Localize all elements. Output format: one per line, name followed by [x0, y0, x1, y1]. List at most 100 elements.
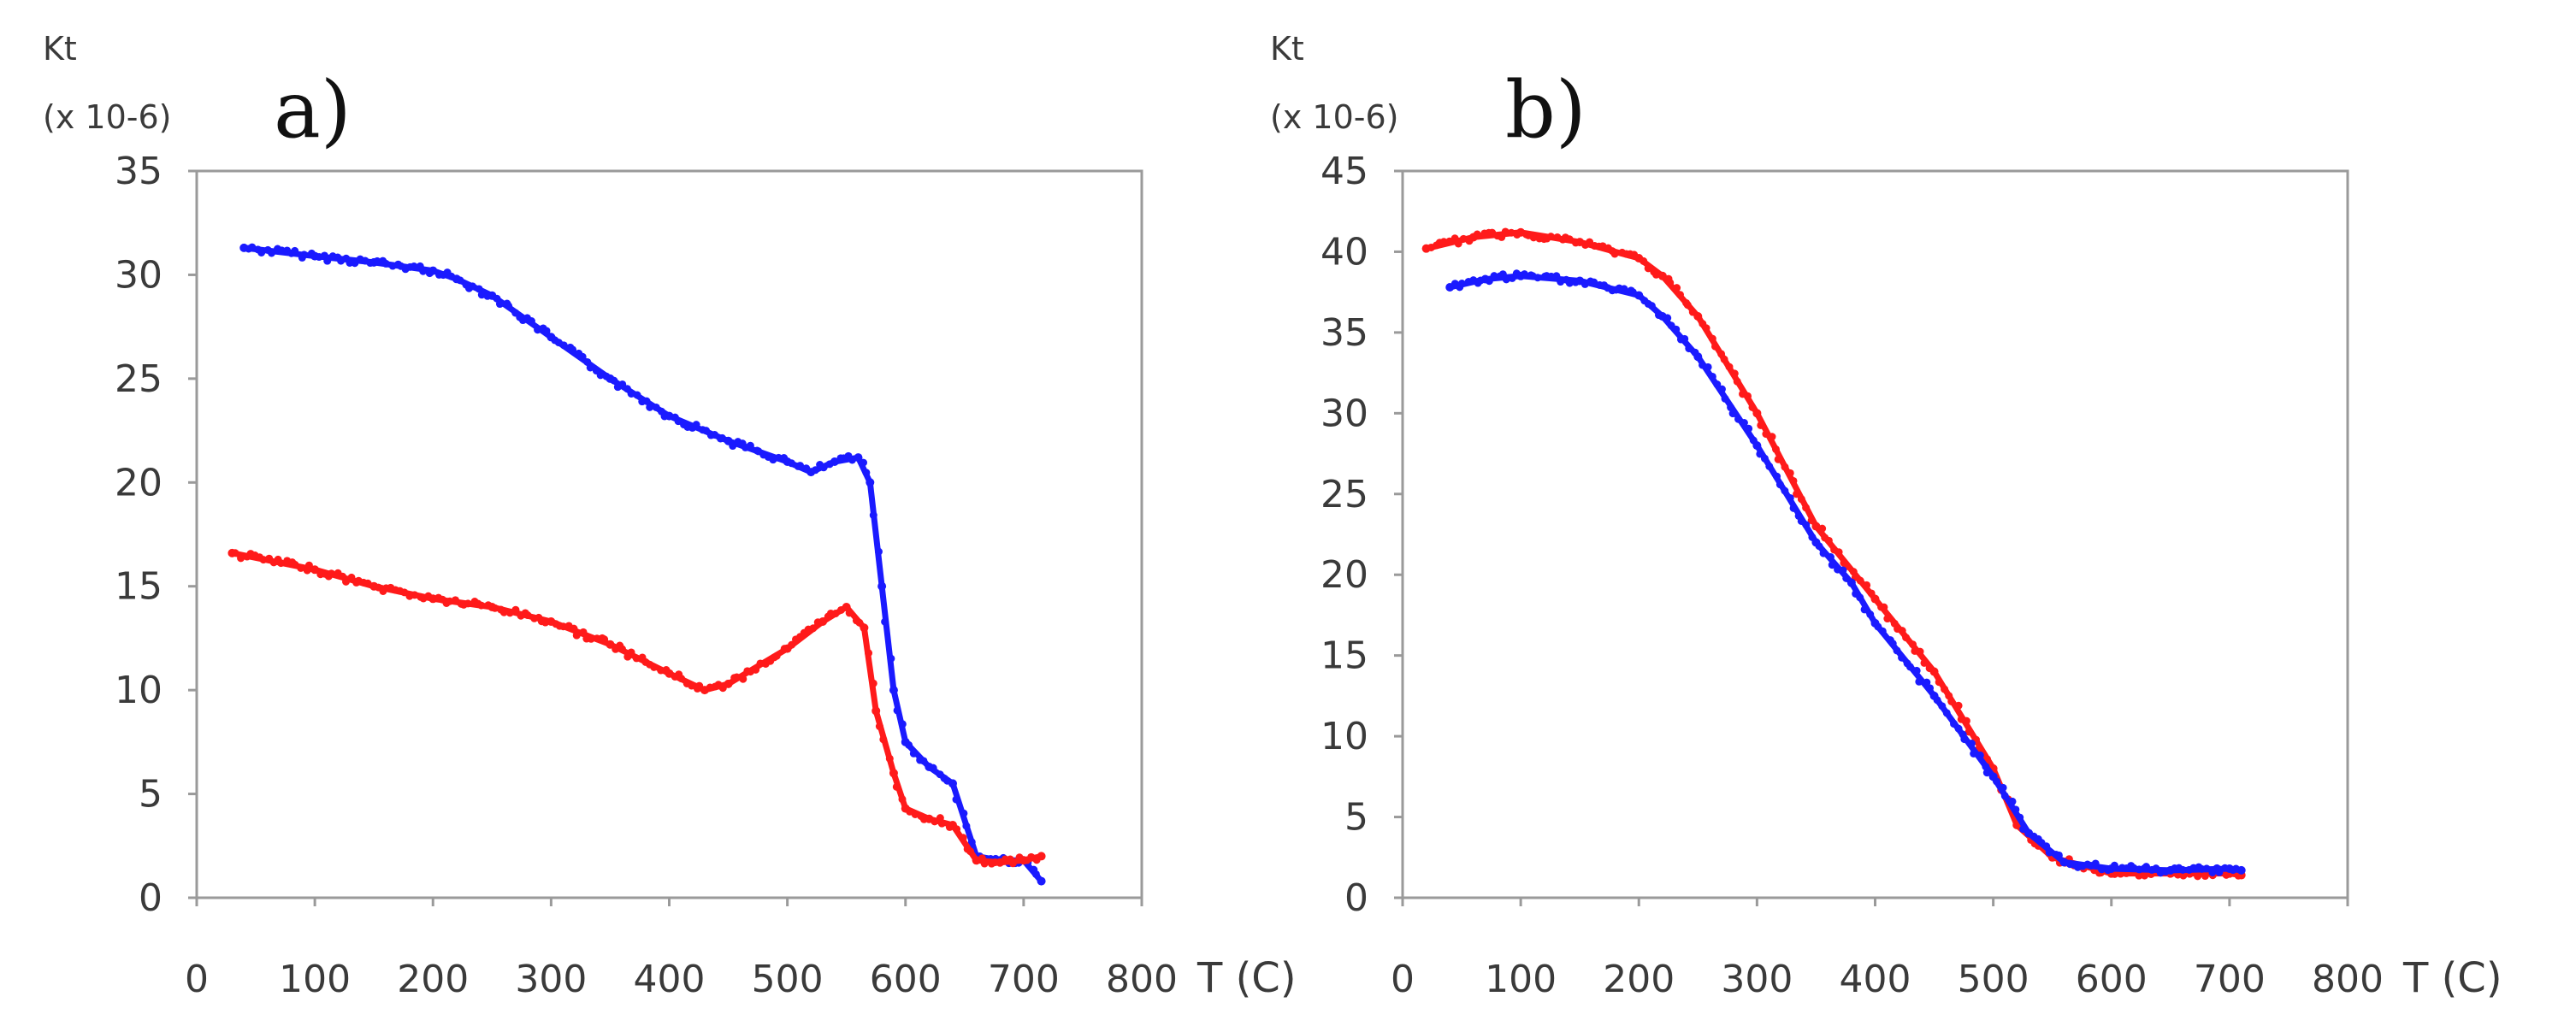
marker-red	[813, 618, 822, 627]
series-red	[1421, 227, 2246, 881]
x-tick-label: 200	[1603, 958, 1675, 1001]
marker-blue	[373, 256, 381, 265]
series-blue	[1445, 269, 2246, 877]
x-tick-label: 100	[1485, 958, 1557, 1001]
marker-red	[259, 556, 268, 564]
marker-red	[1916, 647, 1924, 656]
x-tick-label: 400	[1840, 958, 1911, 1001]
marker-blue	[1691, 348, 1699, 357]
data-point-red	[1811, 522, 1821, 531]
data-point-blue	[1846, 578, 1856, 587]
marker-blue	[874, 547, 883, 556]
marker-blue	[1773, 472, 1781, 481]
marker-blue	[627, 389, 635, 398]
marker-red	[1529, 233, 1538, 242]
marker-blue	[248, 243, 257, 251]
marker-blue	[1685, 345, 1693, 353]
x-tick-label: 300	[1721, 958, 1793, 1001]
marker-blue	[1789, 504, 1798, 512]
marker-blue	[1740, 419, 1748, 428]
marker-blue	[1942, 709, 1951, 717]
marker-red	[1465, 237, 1474, 245]
marker-blue	[1775, 481, 1784, 489]
marker-red	[885, 754, 894, 763]
marker-red	[491, 604, 499, 612]
marker-red	[1793, 490, 1801, 498]
marker-red	[1762, 430, 1770, 439]
data-point-red	[310, 565, 320, 575]
marker-blue	[2091, 859, 2100, 868]
marker-blue	[569, 345, 577, 354]
marker-blue	[1926, 684, 1935, 693]
y-tick-label: 35	[115, 150, 162, 193]
marker-red	[2194, 872, 2202, 881]
marker-red	[931, 817, 939, 826]
marker-red	[1954, 701, 1963, 710]
series-line-blue	[240, 245, 1045, 885]
data-point-red	[889, 769, 898, 778]
marker-blue	[1915, 677, 1923, 686]
marker-red	[875, 722, 883, 731]
y-tick-label: 10	[1320, 715, 1368, 758]
marker-blue	[780, 454, 789, 463]
series-blue	[239, 243, 1046, 886]
x-tick-label: 0	[185, 958, 209, 1001]
x-tick-label: 200	[397, 958, 469, 1001]
marker-blue	[1898, 653, 1906, 662]
marker-red	[662, 666, 671, 675]
marker-blue	[1713, 380, 1722, 389]
marker-red	[1666, 279, 1675, 287]
marker-red	[732, 673, 741, 681]
y-tick-label: 0	[139, 876, 162, 920]
marker-red	[327, 569, 335, 578]
marker-blue	[456, 276, 464, 285]
marker-blue	[2054, 851, 2063, 859]
marker-red	[1781, 463, 1789, 471]
marker-blue	[1888, 640, 1897, 648]
marker-blue	[633, 391, 641, 399]
marker-red	[1546, 233, 1555, 241]
marker-red	[752, 665, 760, 674]
marker-red	[898, 795, 907, 804]
marker-blue	[1912, 666, 1921, 675]
marker-blue	[1970, 749, 1978, 758]
y-axis-label-line1: Kt	[1270, 30, 1304, 68]
marker-red	[1863, 581, 1871, 589]
marker-red	[1439, 238, 1448, 246]
y-tick-label: 20	[1320, 553, 1368, 597]
marker-blue	[1521, 270, 1529, 279]
marker-red	[1964, 728, 1973, 736]
marker-blue	[848, 456, 856, 464]
marker-red	[845, 609, 854, 617]
marker-blue	[381, 259, 390, 268]
y-tick-label: 45	[1320, 150, 1368, 193]
marker-blue	[1663, 314, 1672, 322]
marker-blue	[1457, 280, 1466, 288]
marker-blue	[2110, 861, 2118, 870]
marker-blue	[1745, 424, 1753, 433]
marker-blue	[660, 412, 669, 421]
marker-blue	[1950, 720, 1959, 728]
marker-blue	[1878, 627, 1887, 635]
marker-blue	[2142, 863, 2151, 871]
marker-red	[879, 735, 888, 744]
marker-blue	[2097, 865, 2106, 874]
marker-red	[788, 640, 796, 649]
data-point-red	[1657, 271, 1667, 280]
data-point-red	[1752, 409, 1762, 418]
marker-blue	[1905, 663, 1914, 671]
marker-blue	[1808, 533, 1817, 541]
y-tick-label: 20	[115, 461, 162, 504]
y-axis-label-line1: Kt	[43, 30, 77, 68]
x-tick-label: 700	[2194, 958, 2266, 1001]
marker-blue	[1512, 269, 1521, 278]
marker-blue	[1842, 574, 1851, 582]
marker-red	[831, 610, 840, 618]
data-point-blue	[866, 478, 875, 487]
marker-red	[579, 628, 588, 636]
marker-blue	[718, 433, 726, 442]
marker-blue	[869, 511, 877, 520]
marker-blue	[1893, 646, 1901, 655]
marker-blue	[257, 248, 266, 256]
